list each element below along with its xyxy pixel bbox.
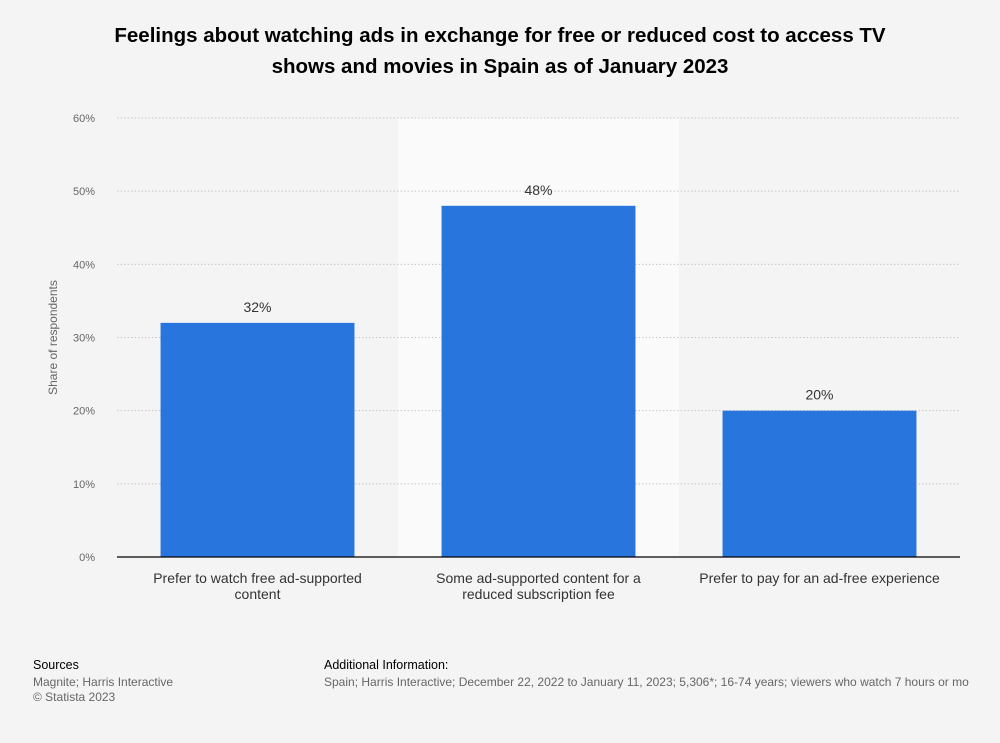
bar: [722, 410, 917, 557]
bar: [441, 205, 636, 558]
additional-info-block: Additional Information: Spain; Harris In…: [324, 658, 1000, 690]
y-tick-label: 0%: [79, 552, 95, 564]
additional-info-heading: Additional Information:: [324, 658, 449, 672]
y-tick-label: 60%: [73, 113, 95, 125]
sources-block: Sources Magnite; Harris Interactive © St…: [33, 658, 173, 705]
y-tick-label: 30%: [73, 333, 95, 345]
chart-title: Feelings about watching ads in exchange …: [80, 20, 920, 82]
additional-info-text: Spain; Harris Interactive; December 22, …: [324, 675, 969, 689]
chart-title-line-2: shows and movies in Spain as of January …: [271, 55, 729, 78]
data-label: 48%: [524, 182, 552, 198]
data-label: 32%: [243, 299, 271, 315]
x-tick-label-line: reduced subscription fee: [462, 586, 615, 602]
y-tick-label: 50%: [73, 186, 95, 198]
y-tick-label: 10%: [73, 479, 95, 491]
sources-heading: Sources: [33, 658, 79, 672]
bar-chart: 0% 10% 20% 30% 40% 50% 60% Share of respondents…: [46, 113, 960, 602]
sources-line-1: Magnite; Harris Interactive: [33, 675, 174, 689]
x-tick-label-line: content: [235, 586, 281, 602]
data-label: 20%: [805, 387, 833, 403]
x-tick-label-line: Prefer to watch free ad-supported: [153, 570, 362, 586]
sources-line-2: © Statista 2023: [33, 690, 116, 704]
x-tick-label-line: Prefer to pay for an ad-free experience: [699, 570, 940, 586]
bar: [160, 322, 355, 557]
x-tick-label: Some ad-supported content for a reduced s…: [436, 570, 641, 602]
x-tick-label-line: Some ad-supported content for a: [436, 570, 641, 586]
x-tick-label: Prefer to watch free ad-supported content: [153, 570, 362, 602]
y-tick-label: 40%: [73, 259, 95, 271]
x-tick-label: Prefer to pay for an ad-free experience: [699, 570, 940, 586]
y-tick-label: 20%: [73, 406, 95, 418]
y-axis-title: Share of respondents: [46, 280, 60, 395]
chart-title-line-1: Feelings about watching ads in exchange …: [114, 24, 886, 47]
